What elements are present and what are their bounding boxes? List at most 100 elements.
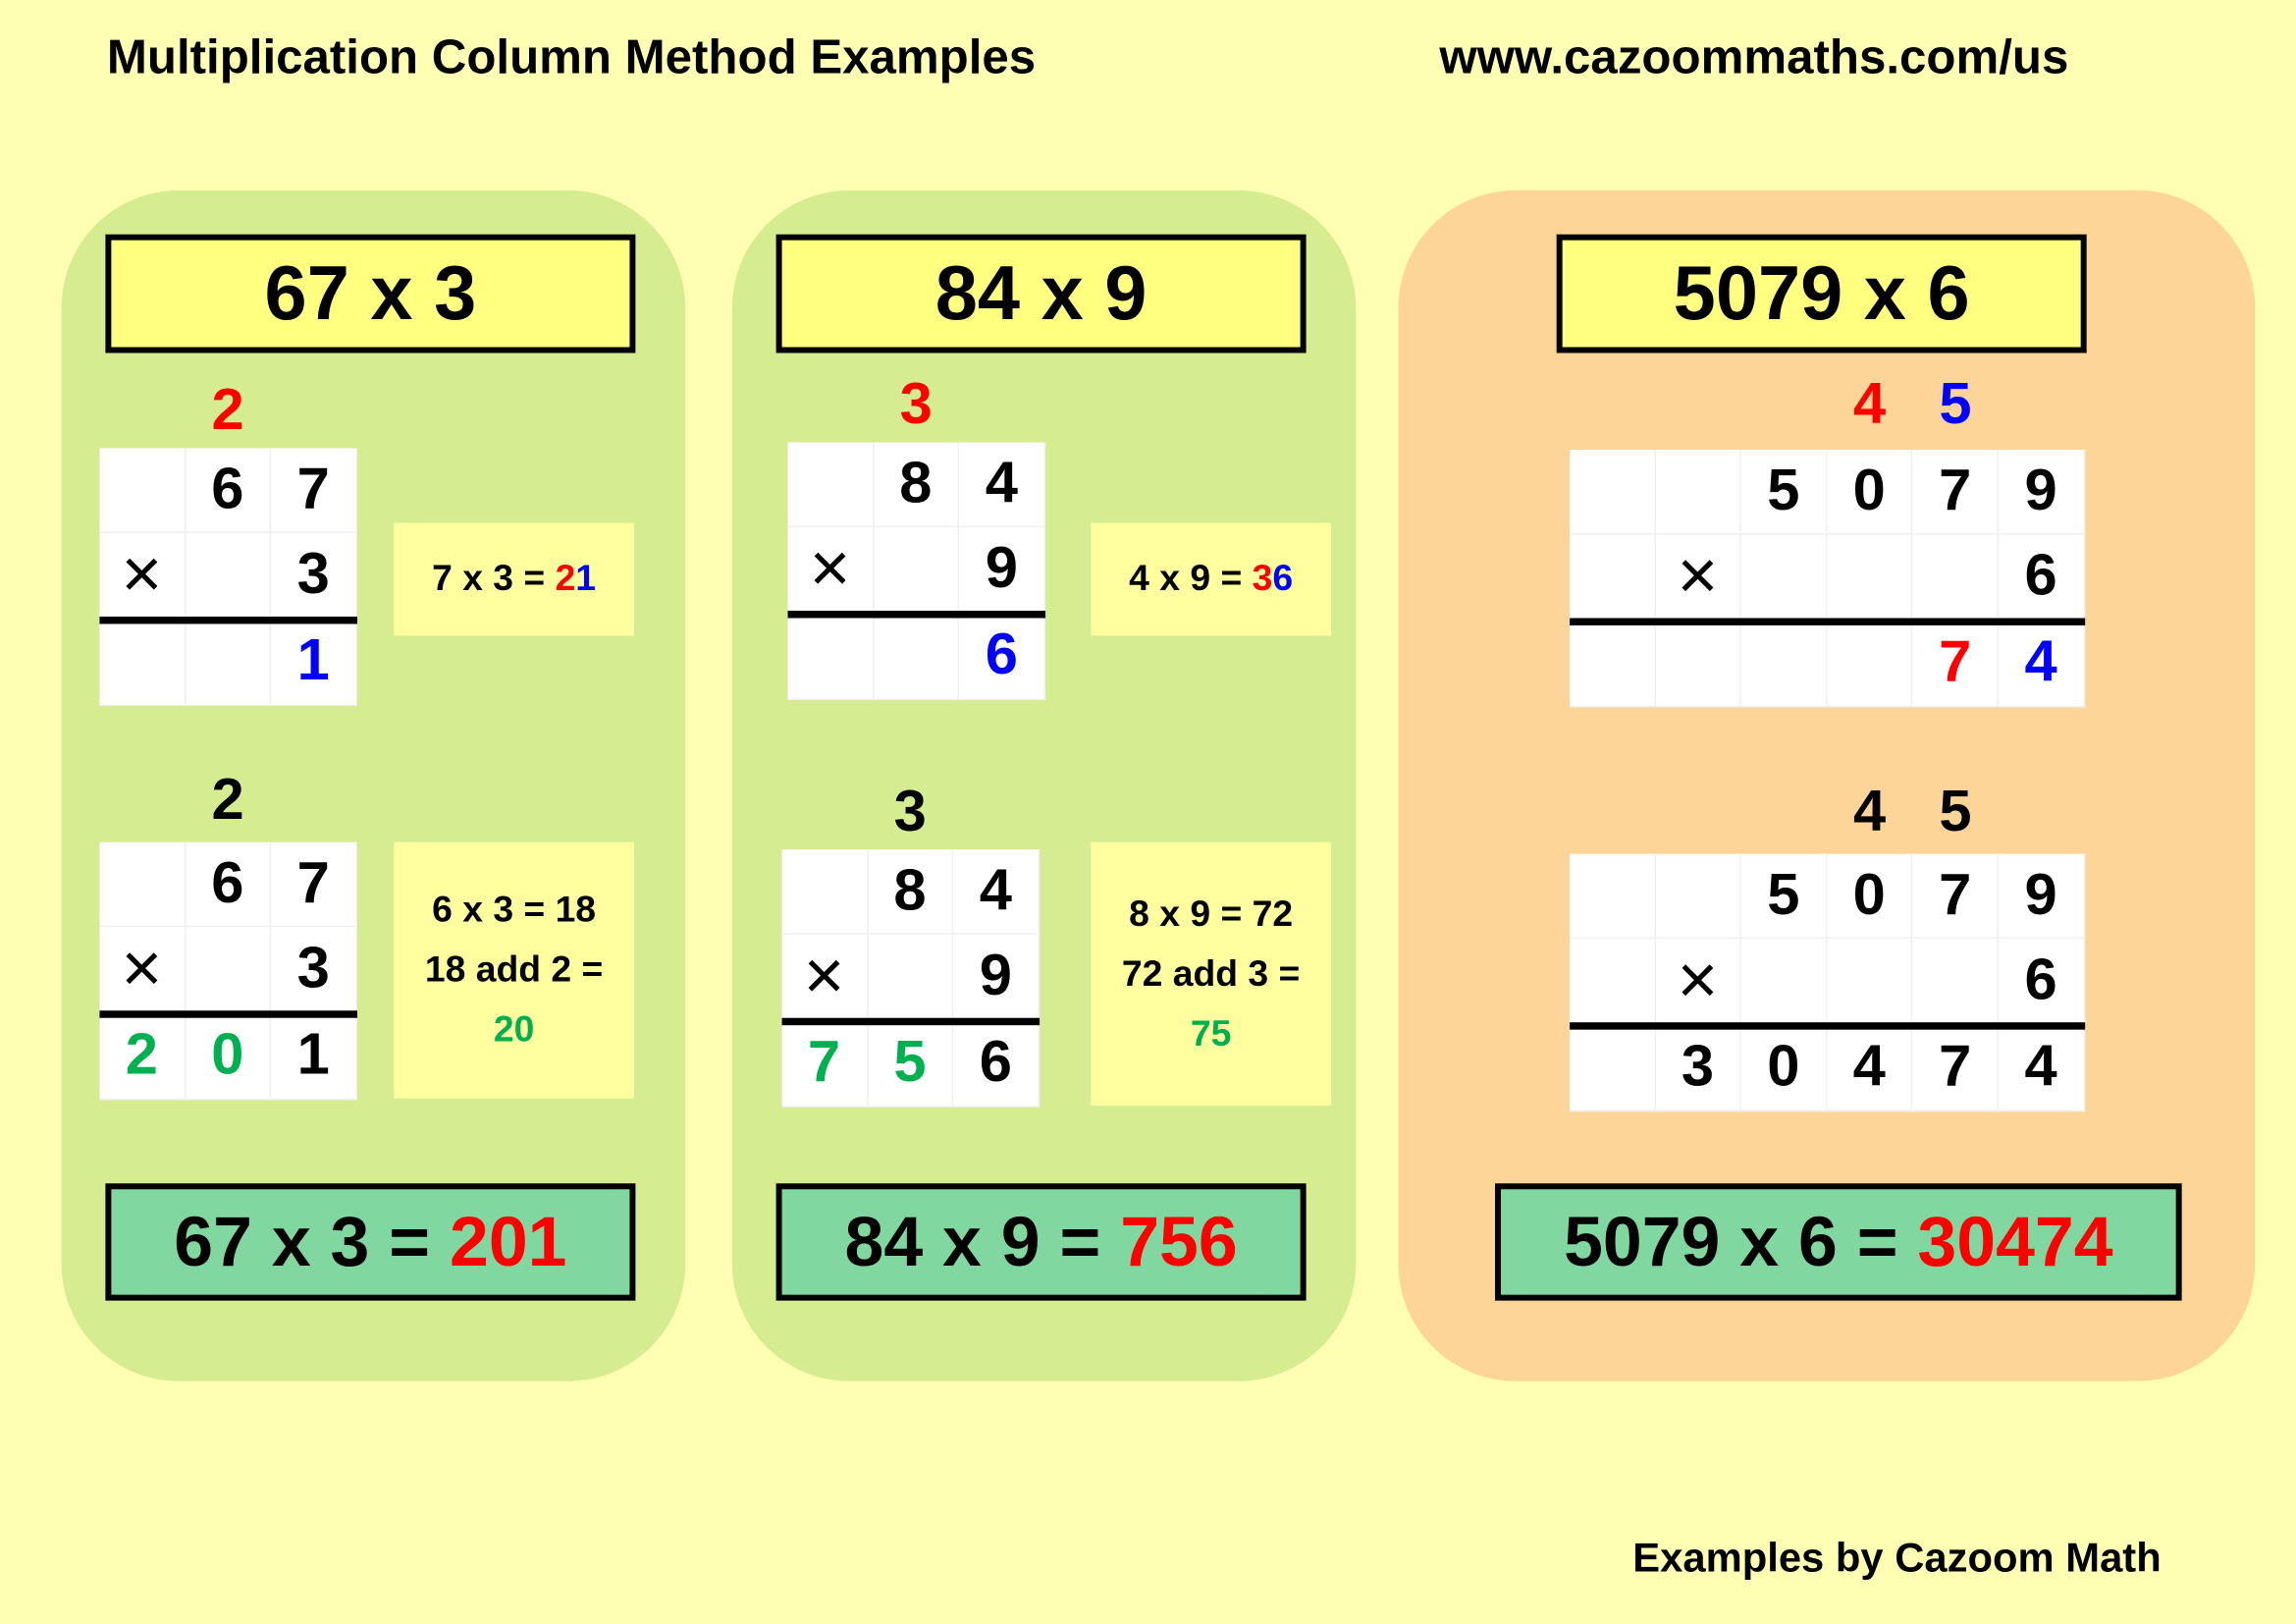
digit-cell: 4 <box>953 849 1040 935</box>
digit-cell: 0 <box>1827 449 1913 535</box>
website-url: www.cazoommaths.com/us <box>1439 28 2069 84</box>
digit-cell: 4 <box>1999 1023 2085 1112</box>
explanation-text: 75 <box>1190 1012 1232 1055</box>
problem-box-1: 67 x 3 <box>105 234 636 353</box>
example-panel-3 <box>1398 189 2256 1381</box>
digit-cell <box>1570 619 1656 708</box>
answer-line <box>99 617 357 624</box>
explanation-text: 2 <box>555 558 576 600</box>
digit-cell <box>99 841 186 928</box>
digit-cell <box>1740 534 1828 620</box>
digit-cell: 9 <box>953 934 1040 1020</box>
answer-equation: 5079 x 6 = <box>1564 1203 1898 1281</box>
digit-cell: 6 <box>959 612 1045 701</box>
answer-value: 201 <box>449 1203 567 1281</box>
digit-cell <box>1827 619 1913 708</box>
step-explanation: 4 x 9 = 36 <box>1091 522 1331 636</box>
example-panel-2 <box>731 189 1357 1381</box>
explanation-text: 1 <box>575 558 597 600</box>
digit-cell: 6 <box>185 841 272 928</box>
answer-equation: 67 x 3 = <box>174 1203 431 1281</box>
carry-digit: 2 <box>211 377 244 443</box>
explanation-line: 4 x 9 = 36 <box>1129 549 1293 609</box>
explanation-line: 7 x 3 = 21 <box>432 549 596 609</box>
column-grid: 6 7 × 3 1 <box>99 448 357 706</box>
digit-cell <box>1570 853 1656 940</box>
digit-cell: 7 <box>1912 449 2000 535</box>
digit-cell: 2 <box>99 1011 186 1101</box>
digit-cell <box>1655 619 1741 708</box>
digit-cell: 3 <box>271 532 357 619</box>
digit-cell: 8 <box>873 442 960 528</box>
problem-box-3: 5079 x 6 <box>1556 234 2087 353</box>
digit-cell: 3 <box>1655 1023 1741 1112</box>
digit-cell <box>1655 853 1741 940</box>
carry-digit: 5 <box>1939 371 1972 437</box>
explanation-text: 6 <box>1272 558 1294 600</box>
explanation-text: 72 add 3 = <box>1121 952 1301 995</box>
digit-cell: 9 <box>1999 853 2085 940</box>
digit-cell <box>185 618 272 706</box>
carry-digit: 5 <box>1939 779 1972 844</box>
column-grid: 5 0 7 9 × 6 7 4 <box>1570 449 2085 708</box>
digit-cell <box>1740 939 1828 1024</box>
digit-cell: 5 <box>1740 853 1828 940</box>
digit-cell <box>185 927 272 1012</box>
multiply-sign: × <box>781 934 868 1020</box>
carry-digit: 3 <box>893 779 927 844</box>
digit-cell <box>873 527 960 613</box>
answer-equation: 84 x 9 = <box>844 1203 1101 1281</box>
digit-cell: 0 <box>1827 853 1913 940</box>
explanation-line: 18 add 2 = <box>425 941 603 1001</box>
example-panel-1 <box>61 189 686 1381</box>
digit-cell <box>99 618 186 706</box>
carry-digit: 4 <box>1853 779 1887 844</box>
digit-cell: 7 <box>781 1019 868 1108</box>
step-explanation: 6 x 3 = 18 18 add 2 = 20 <box>394 841 634 1099</box>
digit-cell: 1 <box>271 618 357 706</box>
explanation-text: 6 x 3 = 18 <box>432 889 597 931</box>
answer-line <box>787 611 1045 619</box>
answer-line <box>99 1010 357 1018</box>
digit-cell: 6 <box>1999 534 2085 620</box>
column-grid: 8 4 × 9 7 5 6 <box>781 849 1040 1108</box>
digit-cell: 0 <box>185 1011 272 1101</box>
digit-cell: 9 <box>959 527 1045 613</box>
answer-box-1: 67 x 3 = 201 <box>105 1183 636 1301</box>
answer-box-3: 5079 x 6 = 30474 <box>1495 1183 2182 1301</box>
digit-cell <box>867 934 954 1020</box>
digit-cell: 4 <box>1827 1023 1913 1112</box>
digit-cell <box>1827 534 1913 620</box>
digit-cell: 6 <box>1999 939 2085 1024</box>
answer-value: 756 <box>1120 1203 1238 1281</box>
explanation-line: 8 x 9 = 72 <box>1129 884 1293 944</box>
explanation-line: 72 add 3 = <box>1122 944 1300 1003</box>
digit-cell: 4 <box>959 442 1045 528</box>
digit-cell: 9 <box>1999 449 2085 535</box>
digit-cell: 8 <box>867 849 954 935</box>
digit-cell: 1 <box>271 1011 357 1101</box>
digit-cell <box>1570 939 1656 1024</box>
digit-cell: 5 <box>867 1019 954 1108</box>
digit-cell <box>1655 449 1741 535</box>
column-grid: 8 4 × 9 6 <box>787 442 1045 701</box>
explanation-text: 7 x 3 = <box>432 558 556 600</box>
multiply-sign: × <box>1655 939 1741 1024</box>
multiply-sign: × <box>99 927 186 1012</box>
digit-cell: 7 <box>1912 853 2000 940</box>
digit-cell <box>1570 534 1656 620</box>
digit-cell: 7 <box>271 448 357 533</box>
answer-box-2: 84 x 9 = 756 <box>775 1183 1307 1301</box>
digit-cell: 3 <box>271 927 357 1012</box>
digit-cell <box>781 849 868 935</box>
answer-line <box>781 1017 1040 1026</box>
answer-line <box>1570 1022 2085 1030</box>
step-explanation: 7 x 3 = 21 <box>394 522 634 636</box>
footer-credit: Examples by Cazoom Math <box>1632 1535 2162 1581</box>
answer-value: 30474 <box>1917 1203 2113 1281</box>
digit-cell <box>1570 1023 1656 1112</box>
digit-cell: 5 <box>1740 449 1828 535</box>
page-title: Multiplication Column Method Examples <box>106 28 1037 84</box>
digit-cell: 0 <box>1740 1023 1828 1112</box>
